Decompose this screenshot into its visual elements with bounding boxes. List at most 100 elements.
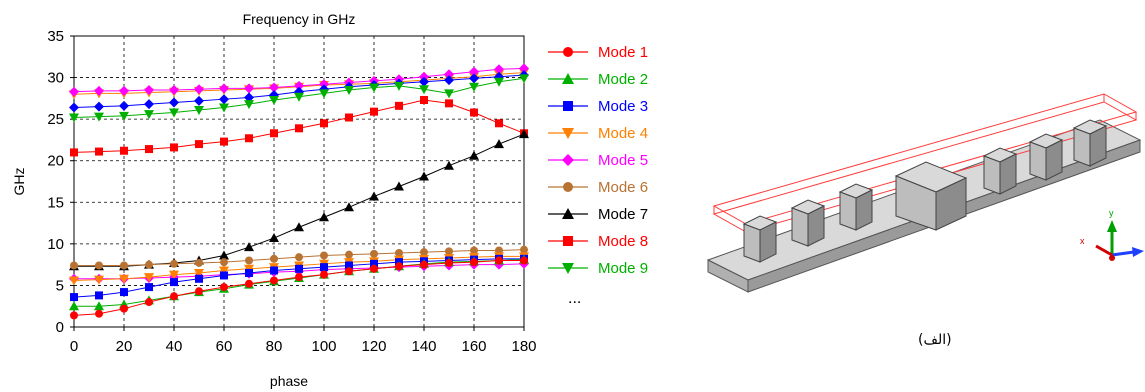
x-axis-label: phase [270, 373, 308, 389]
legend-label: Mode 2 [598, 71, 648, 88]
x-tick-label: 140 [411, 338, 436, 355]
series-point-8 [195, 140, 203, 149]
series-point-10 [169, 97, 179, 108]
series-point-1 [295, 273, 303, 282]
series-point-10 [94, 101, 104, 112]
series-point-6 [270, 254, 278, 263]
series-point-11 [269, 82, 279, 93]
series-point-4 [94, 275, 104, 285]
series-point-1 [345, 267, 353, 276]
series-point-11 [244, 83, 254, 94]
series-point-1 [270, 276, 278, 285]
series-point-9 [69, 113, 79, 123]
series-point-10 [419, 76, 429, 87]
series-point-1 [320, 270, 328, 279]
series-point-2 [69, 301, 79, 311]
series-point-9 [269, 96, 279, 106]
series-point-8 [320, 119, 328, 128]
series-point-6 [445, 247, 453, 256]
series-point-1 [495, 256, 503, 265]
x-tick-label: 100 [311, 338, 336, 355]
series-point-7 [444, 160, 454, 170]
series-point-9 [519, 74, 529, 84]
y-tick-label: 10 [47, 236, 64, 253]
y-tick-label: 35 [47, 28, 64, 45]
series-point-6 [70, 261, 78, 270]
series-point-9 [444, 89, 454, 99]
series-point-1 [220, 283, 228, 292]
series-point-1 [370, 264, 378, 273]
legend-marker [562, 154, 574, 166]
x-tick-label: 60 [216, 338, 233, 355]
series-point-1 [245, 279, 253, 288]
series-point-4 [169, 270, 179, 280]
series-point-9 [194, 105, 204, 115]
series-point-3 [145, 283, 153, 292]
series-point-6 [370, 249, 378, 258]
series-point-9 [294, 92, 304, 102]
legend-marker [563, 236, 573, 246]
series-point-3 [320, 263, 328, 272]
series-point-11 [519, 63, 529, 74]
series-point-11 [194, 84, 204, 95]
block-5 [790, 199, 826, 247]
legend-label: Mode 8 [598, 233, 648, 250]
series-point-3 [295, 264, 303, 273]
legend-marker [562, 208, 574, 219]
series-point-9 [219, 103, 229, 113]
series-point-1 [470, 258, 478, 267]
series-point-7 [319, 212, 329, 222]
chart-title: Frequency in GHz [243, 11, 356, 27]
series-point-9 [244, 100, 254, 110]
series-point-9 [144, 110, 154, 120]
series-point-11 [144, 85, 154, 96]
series-point-8 [95, 147, 103, 156]
series-point-2 [94, 301, 104, 311]
series-point-3 [220, 271, 228, 280]
series-point-3 [270, 266, 278, 275]
series-point-8 [445, 99, 453, 108]
series-point-9 [344, 86, 354, 96]
series-point-6 [395, 249, 403, 258]
series-point-3 [195, 274, 203, 283]
air-box-outline [712, 93, 1138, 233]
series-point-10 [444, 75, 454, 86]
y-tick-label: 0 [56, 319, 64, 336]
series-point-7 [244, 242, 254, 252]
series-point-10 [119, 100, 129, 111]
series-point-1 [420, 260, 428, 269]
legend-marker [562, 73, 574, 84]
x-tick-label: 20 [116, 338, 133, 355]
series-point-3 [245, 268, 253, 277]
series-point-11 [69, 86, 79, 97]
series-point-8 [370, 107, 378, 116]
legend-marker [563, 101, 573, 111]
series-point-3 [70, 293, 78, 302]
series-point-6 [120, 261, 128, 270]
series-point-1 [520, 256, 528, 265]
series-point-7 [344, 202, 354, 212]
legend-marker [563, 182, 573, 192]
series-point-11 [294, 80, 304, 91]
x-tick-label: 0 [70, 338, 78, 355]
legend-label: Mode 9 [598, 260, 648, 277]
series-point-4 [144, 273, 154, 283]
series-point-8 [270, 129, 278, 138]
series-point-9 [169, 108, 179, 118]
series-point-6 [95, 261, 103, 270]
legend-label: Mode 3 [598, 98, 648, 115]
legend-label: Mode 7 [598, 206, 648, 223]
series-point-9 [394, 81, 404, 91]
series-point-9 [494, 77, 504, 87]
series-point-9 [319, 89, 329, 99]
axis-x-label: x [1080, 236, 1085, 246]
series-point-8 [220, 137, 228, 146]
series-point-9 [469, 82, 479, 92]
legend-marker [562, 263, 574, 274]
series-point-6 [145, 260, 153, 269]
series-point-3 [95, 291, 103, 300]
series-point-8 [295, 124, 303, 133]
legend-label: Mode 5 [598, 152, 648, 169]
structure-3d-model: y x [706, 93, 1144, 293]
block-3 [982, 147, 1018, 195]
